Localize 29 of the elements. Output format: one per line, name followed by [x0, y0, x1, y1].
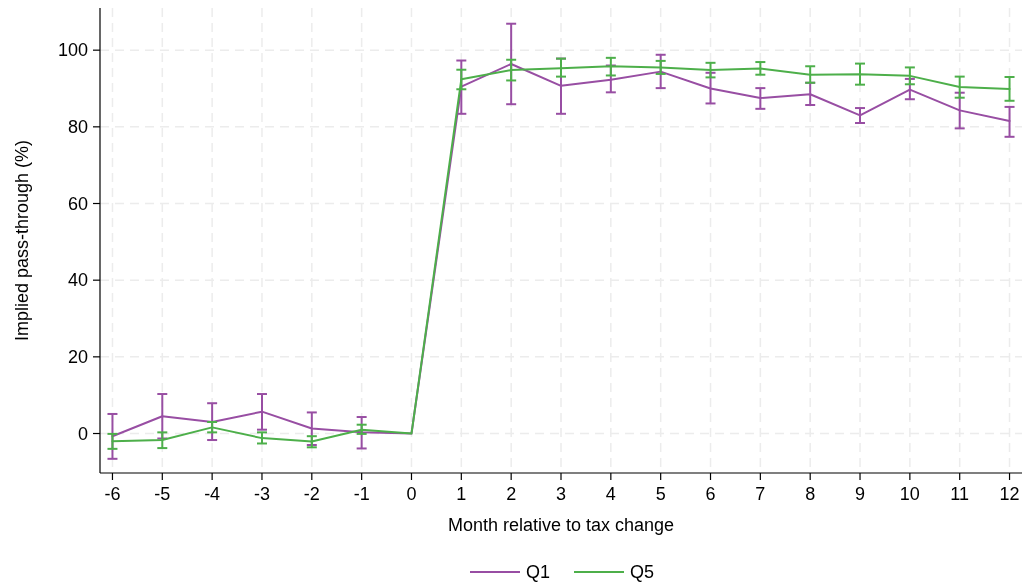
x-tick-label: 5 [655, 484, 666, 504]
y-tick-label: 40 [67, 270, 88, 291]
x-tick-label: -4 [204, 484, 221, 504]
legend-label: Q5 [630, 562, 655, 583]
x-tick-label: 9 [855, 484, 866, 504]
x-axis-title: Month relative to tax change [447, 515, 675, 535]
x-tick-label: -6 [104, 484, 121, 504]
y-tick-label: 20 [67, 347, 88, 368]
y-axis-title: Implied pass-through (%) [12, 139, 32, 342]
x-tick-label: -2 [303, 484, 320, 504]
y-tick-label: 0 [77, 423, 88, 444]
x-tick-label: 12 [999, 484, 1020, 504]
x-tick-label: 3 [555, 484, 567, 504]
x-tick-label: 0 [406, 484, 417, 504]
y-tick-label: 80 [67, 117, 88, 138]
y-tick-label: 60 [67, 193, 88, 214]
x-tick-label: -5 [154, 484, 171, 504]
legend-label: Q1 [526, 562, 551, 583]
x-tick-label: -3 [253, 484, 270, 504]
x-tick-label: 7 [755, 484, 766, 504]
x-tick-label: 6 [705, 484, 716, 504]
x-tick-label: -1 [353, 484, 370, 504]
x-tick-label: 1 [456, 484, 467, 504]
x-tick-label: 2 [506, 484, 517, 504]
y-tick-label: 100 [57, 40, 88, 61]
x-tick-label: 11 [950, 484, 970, 504]
x-tick-label: 4 [605, 484, 616, 504]
x-tick-label: 10 [899, 484, 920, 504]
x-tick-label: 8 [805, 484, 816, 504]
